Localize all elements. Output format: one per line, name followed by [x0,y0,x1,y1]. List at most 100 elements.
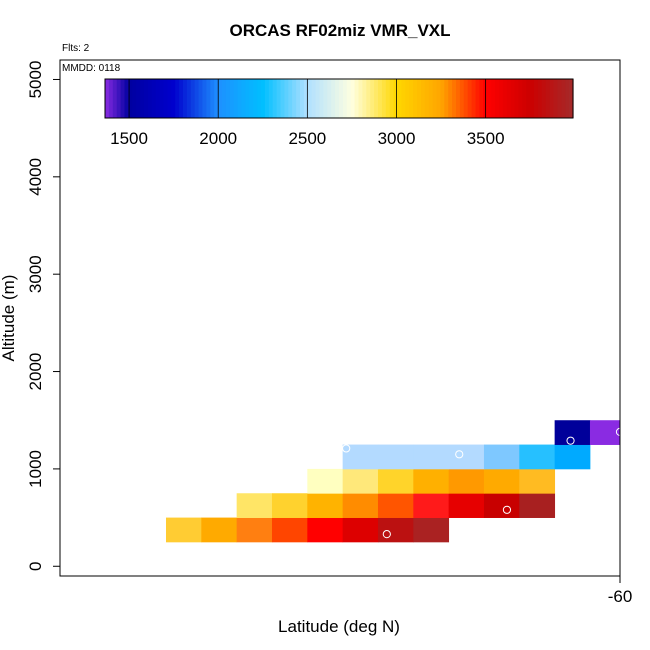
colorbar-segment-13 [155,79,161,118]
colorbar-strip [105,79,574,118]
x-tick-label-0: -60 [608,587,633,606]
heatmap-cell-10 [307,493,344,518]
y-tick-label-0: 0 [26,562,45,571]
heatmap-cell-0 [165,517,202,543]
colorbar-segment-7 [132,79,137,118]
colorbar-segment-101 [498,79,504,118]
colorbar-segment-84 [432,79,438,118]
colorbar-segment-45 [280,79,285,118]
heatmap-cell-2 [236,517,273,543]
heatmap-cell-30 [554,444,591,470]
colorbar-segment-75 [397,79,402,118]
heatmap-cell-3 [271,517,308,543]
colorbar-segment-18 [175,79,180,118]
colorbar-segment-14 [159,79,165,118]
colorbar-segment-112 [541,79,547,118]
plot-frame [59,59,621,577]
colorbar-segment-48 [292,79,297,118]
colorbar-segment-11 [147,79,153,118]
heatmap-cell-32 [589,420,620,445]
colorbar-segment-5 [124,79,129,118]
colorbar-segment-55 [319,79,324,118]
colorbar-segment-103 [506,79,512,118]
colorbar-segment-3 [116,79,122,118]
colorbar-segment-87 [444,79,449,118]
heatmap-cell-6 [377,517,414,543]
colorbar-segment-22 [190,79,196,118]
colorbar-segment-115 [553,79,558,118]
colorbar-segment-6 [128,79,133,118]
colorbar-segment-119 [569,79,574,118]
colorbar-segment-116 [557,79,562,118]
colorbar-segment-38 [253,79,258,118]
colorbar-segment-73 [389,79,395,118]
colorbar: 1500 2000 2500 3000 3500 [104,78,574,148]
chart-title: ORCAS RF02miz VMR_VXL [229,21,450,40]
colorbar-segment-23 [194,79,200,118]
heatmap-cell-21 [448,468,485,494]
heatmap-cell-1 [201,517,238,543]
colorbar-segment-41 [264,79,270,118]
colorbar-segment-17 [171,79,176,118]
colorbar-tick-label-3: 3000 [378,129,416,148]
colorbar-segment-40 [261,79,266,118]
heatmap-cell-18 [342,468,379,494]
colorbar-segment-47 [288,79,293,118]
flight-point-3 [455,450,464,459]
colorbar-segment-82 [424,79,430,118]
colorbar-segment-58 [331,79,336,118]
heatmap-cell-31 [554,420,591,445]
colorbar-segment-62 [346,79,352,118]
colorbar-segment-35 [241,79,246,118]
colorbar-segment-64 [354,79,360,118]
colorbar-segment-16 [167,79,172,118]
colorbar-segment-98 [487,79,492,118]
colorbar-segment-32 [229,79,235,118]
colorbar-segment-95 [475,79,480,118]
mmdd-note: MMDD: 0118 [62,63,121,74]
heatmap-cells [165,420,620,543]
colorbar-segment-65 [358,79,363,118]
heatmap-cell-19 [377,468,414,494]
flight-point-4 [502,505,512,514]
colorbar-segment-1 [108,79,114,118]
colorbar-segment-110 [534,79,539,118]
colorbar-segment-39 [257,79,262,118]
heatmap-cell-23 [519,468,556,494]
heatmap-cell-25 [377,444,414,470]
colorbar-segment-20 [183,79,188,118]
heatmap-cell-22 [483,468,520,494]
heatmap-cell-27 [448,444,485,470]
colorbar-segment-88 [448,79,453,118]
colorbar-segment-109 [530,79,535,118]
colorbar-segment-26 [206,79,211,118]
colorbar-segment-78 [409,79,414,118]
colorbar-tick-label-4: 3500 [467,129,505,148]
colorbar-ticks: 1500 2000 2500 3000 3500 [110,79,505,148]
colorbar-segment-42 [268,79,274,118]
colorbar-segment-10 [144,79,149,118]
colorbar-segment-60 [339,79,344,118]
heatmap-cell-15 [483,493,520,518]
heatmap-cell-24 [342,444,379,470]
colorbar-segment-80 [417,79,422,118]
colorbar-segment-108 [526,79,531,118]
colorbar-segment-9 [140,79,145,118]
colorbar-segment-67 [366,79,371,118]
colorbar-segment-92 [463,79,469,118]
flight-point-0 [138,518,148,527]
colorbar-segment-117 [561,79,566,118]
colorbar-segment-76 [401,79,406,118]
colorbar-segment-57 [327,79,332,118]
colorbar-segment-37 [249,79,254,118]
colorbar-segment-30 [222,79,227,118]
colorbar-segment-96 [479,79,484,118]
heatmap-cell-13 [413,493,450,518]
heatmap-cell-26 [413,444,450,470]
colorbar-segment-44 [276,79,282,118]
colorbar-segment-46 [284,79,289,118]
colorbar-segment-19 [179,79,184,118]
colorbar-segment-33 [233,79,239,118]
colorbar-frame [104,78,574,119]
heatmap-cell-17 [307,468,344,494]
